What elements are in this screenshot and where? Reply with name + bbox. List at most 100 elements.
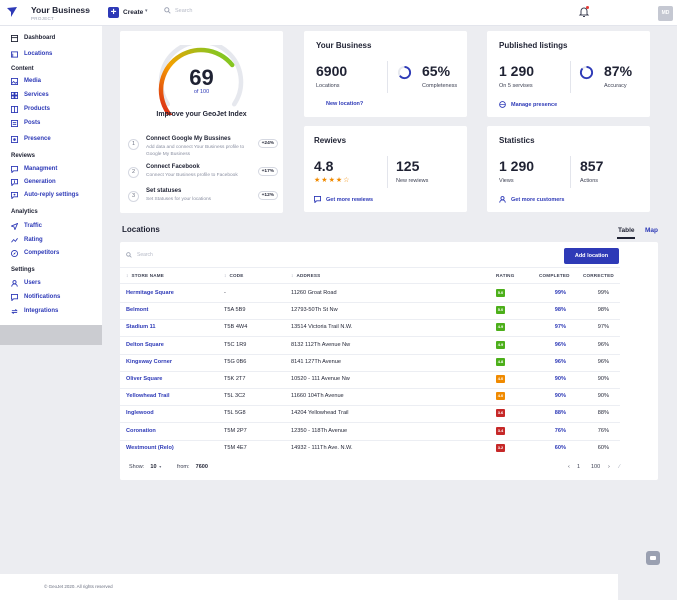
store-name-link[interactable]: Yellowhead Trail xyxy=(126,393,170,400)
column-header-completed[interactable]: COMPLETED xyxy=(539,273,570,278)
store-name-link[interactable]: Coronation xyxy=(126,427,156,434)
sidebar-item-notifications[interactable]: Notifications xyxy=(11,292,60,302)
sidebar-item-traffic[interactable]: Traffic xyxy=(11,221,42,231)
store-name-link[interactable]: Hermitage Square xyxy=(126,290,174,296)
sidebar-label: Locations xyxy=(24,51,53,57)
global-search-placeholder: Search xyxy=(175,7,193,14)
new-location-link[interactable]: New location? xyxy=(326,101,364,107)
sidebar-item-presence[interactable]: Presence xyxy=(11,134,51,144)
store-name-link[interactable]: Westmount (Relo) xyxy=(126,444,174,451)
search-icon xyxy=(126,252,132,258)
address-cell: 12350 - 118Th Avenue xyxy=(291,427,348,434)
column-header-corrected[interactable]: CORRECTED xyxy=(583,273,614,278)
top-bar: Your Business PROJECT ▾ + Create ▾ Searc… xyxy=(0,0,677,26)
table-row[interactable]: Westmount (Relo) T5M 4E7 14932 - 111Th Ave… xyxy=(120,440,620,457)
avatar[interactable]: MD xyxy=(658,6,673,21)
accuracy-value: 87% xyxy=(604,63,633,79)
column-header-store[interactable]: ↕ STORE NAME xyxy=(126,273,164,278)
sidebar-item-products[interactable]: Products xyxy=(11,104,50,114)
global-search[interactable]: Search xyxy=(164,7,192,14)
store-name-link[interactable]: Inglewood xyxy=(126,410,154,417)
sidebar-heading-content: Content xyxy=(11,66,34,72)
table-row[interactable]: Hermitage Square - 11260 Groat Road 5.0 99% 9… xyxy=(120,285,620,302)
support-chat-button[interactable] xyxy=(646,551,660,565)
statistics-card: Statistics 1 290 Views 857 Actions Get m… xyxy=(487,126,650,212)
tab-table[interactable]: Table xyxy=(618,227,635,234)
store-name-link[interactable]: Kingsway Corner xyxy=(126,358,173,365)
step-set-statuses[interactable]: 3 Set statuses Set Statuses for your loc… xyxy=(128,188,278,210)
sidebar-item-locations[interactable]: Locations xyxy=(11,49,52,59)
address-cell: 13514 Victoria Trail N.W. xyxy=(291,324,353,331)
step-connect-google[interactable]: 1 Connect Google My Bussines Add data an… xyxy=(128,136,278,158)
get-more-reviews-link[interactable]: Get more rewiews xyxy=(314,196,373,203)
step-connect-facebook[interactable]: 2 Connect Facebook Connect Your Business… xyxy=(128,164,278,186)
sidebar-item-generation[interactable]: Generation xyxy=(11,177,56,187)
table-row[interactable]: Stadium 11 T5B 4W4 13514 Victoria Trail N.… xyxy=(120,319,620,336)
table-row[interactable]: Delton Square T5C 1R9 8132 112Th Avenue Nw… xyxy=(120,337,620,354)
store-name-link[interactable]: Belmont xyxy=(126,307,149,314)
chevron-down-icon[interactable]: ▾ xyxy=(87,9,91,15)
sidebar-item-media[interactable]: Media xyxy=(11,76,41,86)
locations-count: 6900 xyxy=(316,63,348,79)
tab-map[interactable]: Map xyxy=(645,227,658,234)
index-of-label: of 100 xyxy=(193,89,210,95)
sidebar-item-services[interactable]: Services xyxy=(11,90,49,100)
geojet-logo-icon[interactable] xyxy=(6,6,18,18)
locations-icon xyxy=(11,50,18,58)
bell-icon[interactable] xyxy=(578,6,590,18)
step-gain-badge: +12% xyxy=(257,191,278,200)
sidebar-heading-settings: Settings xyxy=(11,267,35,273)
divider xyxy=(120,267,620,268)
create-chevron-icon[interactable]: ▾ xyxy=(145,8,148,14)
completed-cell: 76% xyxy=(554,427,566,434)
last-page-icon[interactable]: ∕ xyxy=(619,464,620,470)
chat-icon xyxy=(11,165,18,173)
sidebar-empty-area xyxy=(0,325,102,345)
sidebar-label: Products xyxy=(24,106,51,112)
create-button[interactable]: + Create xyxy=(108,6,143,19)
code-cell: T5M 4E7 xyxy=(224,444,247,451)
products-icon xyxy=(11,105,18,113)
grid-icon xyxy=(11,91,18,99)
sidebar-item-competitors[interactable]: Competitors xyxy=(11,248,59,258)
sidebar-item-dashboard[interactable]: Dashboard xyxy=(11,33,55,43)
add-location-button[interactable]: Add location xyxy=(564,248,619,264)
notification-dot xyxy=(586,6,589,9)
sidebar-item-rating[interactable]: Rating xyxy=(11,235,43,245)
sidebar-item-users[interactable]: Users xyxy=(11,278,41,288)
manage-presence-link[interactable]: Manage presence xyxy=(499,101,557,108)
prev-page-icon[interactable]: ‹ xyxy=(568,464,570,470)
column-header-rating[interactable]: RATING xyxy=(496,273,515,278)
table-row[interactable]: Yellowhead Trail T5L 3C2 11660 104Th Avenu… xyxy=(120,388,620,405)
store-name-link[interactable]: Stadium 11 xyxy=(126,324,156,331)
project-switcher[interactable]: Your Business PROJECT xyxy=(31,5,90,21)
code-cell: T5L 3C2 xyxy=(224,393,246,400)
store-name-link[interactable]: Delton Square xyxy=(126,341,164,348)
sidebar-label: Presence xyxy=(24,136,51,142)
current-page[interactable]: 1 xyxy=(577,464,581,470)
divider xyxy=(120,405,620,407)
get-more-customers-label: Get more customers xyxy=(511,196,565,203)
table-row[interactable]: Oliver Square T5K 2T7 10520 - 111 Avenue N… xyxy=(120,371,620,388)
column-header-address[interactable]: ↕ ADDRESS xyxy=(291,273,320,278)
next-page-icon[interactable]: › xyxy=(608,464,610,470)
table-row[interactable]: Kingsway Corner T5G 0B6 8141 127Th Avenue 4… xyxy=(120,354,620,371)
divider xyxy=(120,302,620,303)
card-title: Rewievs xyxy=(314,136,347,145)
sidebar-item-posts[interactable]: Posts xyxy=(11,118,40,128)
trend-icon xyxy=(11,237,18,243)
sidebar-item-managment[interactable]: Managment xyxy=(11,164,57,174)
table-row[interactable]: Belmont T5A 5B9 12793-50Th St Nw 5.0 98% 98% xyxy=(120,302,620,319)
table-row[interactable]: Inglewood T5L 5G8 14204 Yellowhead Trail 3.… xyxy=(120,405,620,422)
page-size-selector[interactable]: Show: 10 ▾ xyxy=(129,464,161,470)
table-row[interactable]: Coronation T5M 2P7 12350 - 118Th Avenue 3.4… xyxy=(120,423,620,440)
get-more-customers-link[interactable]: Get more customers xyxy=(499,196,565,203)
sidebar-item-auto-reply[interactable]: Auto-reply settings xyxy=(11,190,79,200)
column-header-code[interactable]: ↕ CODE xyxy=(224,273,244,278)
table-search-input[interactable]: Search xyxy=(126,252,153,258)
sidebar-item-integrations[interactable]: Integrations xyxy=(11,306,58,316)
divider xyxy=(120,353,620,355)
manage-presence-label: Manage presence xyxy=(511,101,558,108)
completeness-ring xyxy=(397,65,412,80)
store-name-link[interactable]: Oliver Square xyxy=(126,376,163,382)
